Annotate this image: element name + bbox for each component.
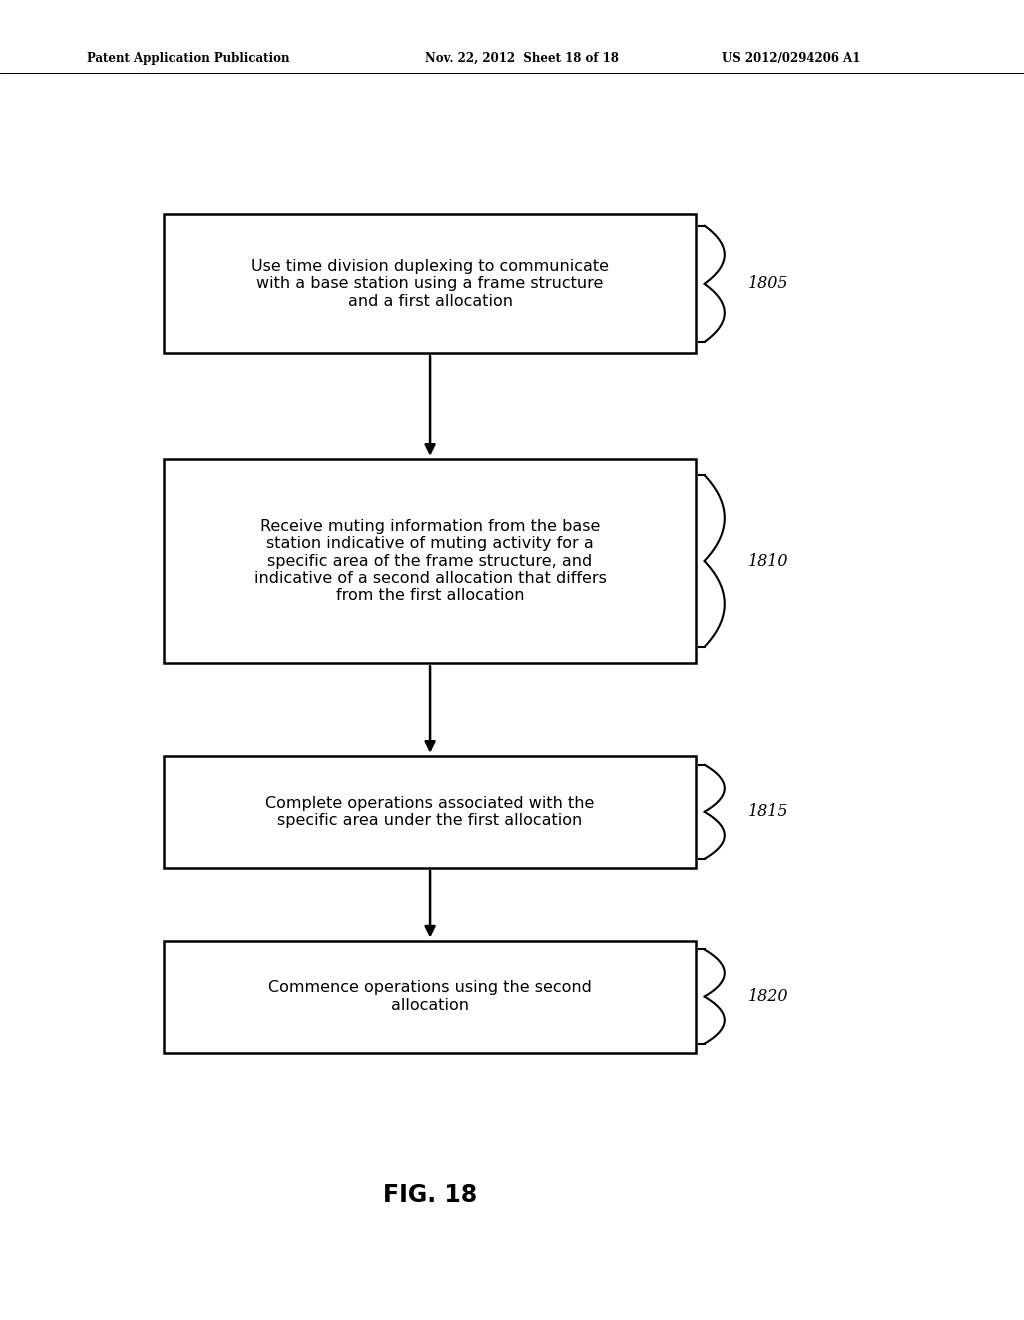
Text: 1820: 1820: [748, 989, 788, 1005]
Bar: [164, 459, 696, 664]
Bar: [164, 214, 696, 352]
Text: US 2012/0294206 A1: US 2012/0294206 A1: [722, 51, 860, 65]
Text: 1810: 1810: [748, 553, 788, 569]
Text: Commence operations using the second
allocation: Commence operations using the second all…: [268, 981, 592, 1012]
Text: 1805: 1805: [748, 276, 788, 292]
Text: Receive muting information from the base
station indicative of muting activity f: Receive muting information from the base…: [254, 519, 606, 603]
Text: Complete operations associated with the
specific area under the first allocation: Complete operations associated with the …: [265, 796, 595, 828]
Bar: [164, 755, 696, 869]
Text: Nov. 22, 2012  Sheet 18 of 18: Nov. 22, 2012 Sheet 18 of 18: [425, 51, 618, 65]
Text: 1815: 1815: [748, 804, 788, 820]
Text: FIG. 18: FIG. 18: [383, 1183, 477, 1206]
Text: Use time division duplexing to communicate
with a base station using a frame str: Use time division duplexing to communica…: [251, 259, 609, 309]
Bar: [164, 940, 696, 1053]
Text: Patent Application Publication: Patent Application Publication: [87, 51, 290, 65]
